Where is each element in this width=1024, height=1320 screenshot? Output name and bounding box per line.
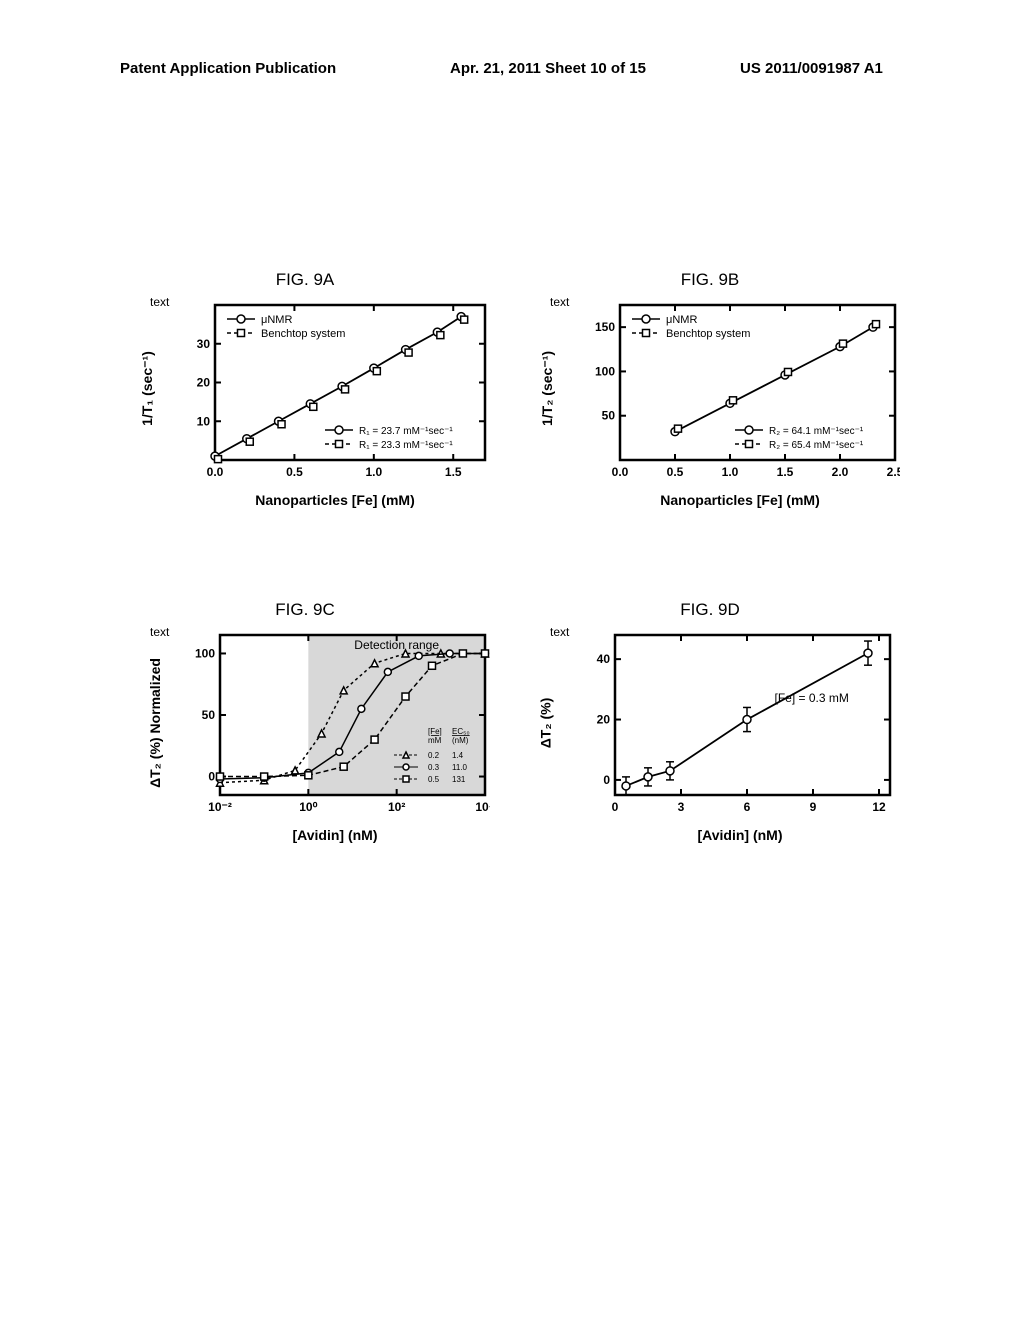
svg-text:mM: mM [428, 736, 442, 745]
svg-text:0: 0 [603, 773, 610, 787]
xlabel-b: Nanoparticles [Fe] (mM) [580, 492, 900, 508]
text-label-d: text [550, 625, 569, 639]
xlabel-c: [Avidin] (nM) [180, 827, 490, 843]
ylabel-b: 1/T₂ (sec⁻¹) [539, 351, 556, 426]
svg-text:Benchtop system: Benchtop system [666, 328, 750, 340]
panel-title-b: FIG. 9B [520, 270, 900, 290]
svg-text:0: 0 [208, 770, 215, 784]
svg-text:150: 150 [595, 320, 615, 334]
header-right: US 2011/0091987 A1 [740, 60, 883, 77]
xlabel-a: Nanoparticles [Fe] (mM) [180, 492, 490, 508]
svg-text:μNMR: μNMR [261, 314, 292, 326]
ylabel-a: 1/T₁ (sec⁻¹) [139, 351, 156, 426]
svg-text:12: 12 [872, 800, 886, 814]
text-label-b: text [550, 295, 569, 309]
svg-text:0.5: 0.5 [428, 775, 440, 784]
svg-text:μNMR: μNMR [666, 314, 697, 326]
svg-text:40: 40 [597, 652, 611, 666]
svg-text:0.5: 0.5 [286, 465, 303, 479]
svg-text:1.0: 1.0 [722, 465, 739, 479]
svg-text:R₁ = 23.3 mM⁻¹sec⁻¹: R₁ = 23.3 mM⁻¹sec⁻¹ [359, 440, 453, 451]
svg-text:Benchtop system: Benchtop system [261, 328, 345, 340]
panel-title-c: FIG. 9C [120, 600, 490, 620]
svg-text:0.3: 0.3 [428, 763, 440, 772]
svg-text:(nM): (nM) [452, 736, 469, 745]
ylabel-d: ΔT₂ (%) [537, 698, 553, 749]
text-label-c: text [150, 625, 169, 639]
svg-text:0.2: 0.2 [428, 751, 440, 760]
svg-text:3: 3 [678, 800, 685, 814]
svg-text:50: 50 [202, 708, 216, 722]
svg-text:R₂ = 64.1 mM⁻¹sec⁻¹: R₂ = 64.1 mM⁻¹sec⁻¹ [769, 426, 864, 437]
svg-text:1.5: 1.5 [777, 465, 794, 479]
svg-text:10⁴: 10⁴ [475, 800, 490, 814]
svg-text:0.5: 0.5 [667, 465, 684, 479]
text-label-a: text [150, 295, 169, 309]
svg-text:[Fe]: [Fe] [428, 727, 442, 736]
chart-b: 0.0 0.5 1.0 1.5 2.0 2.5 50 100 150 μNMR Benchtop s… [580, 295, 900, 490]
svg-text:9: 9 [810, 800, 817, 814]
svg-text:R₁ = 23.7 mM⁻¹sec⁻¹: R₁ = 23.7 mM⁻¹sec⁻¹ [359, 426, 453, 437]
chart-c: Detection range10⁻²10⁰10²10⁴050100[Fe]mM… [180, 625, 490, 825]
ylabel-c: ΔT₂ (%) Normalized [147, 658, 163, 788]
svg-text:1.0: 1.0 [365, 465, 382, 479]
panel-title-a: FIG. 9A [120, 270, 490, 290]
svg-text:0: 0 [612, 800, 619, 814]
header-left: Patent Application Publication [120, 60, 336, 77]
svg-text:EC₅₀: EC₅₀ [452, 727, 470, 736]
svg-text:131: 131 [452, 775, 466, 784]
svg-text:2.5: 2.5 [887, 465, 900, 479]
xlabel-d: [Avidin] (nM) [580, 827, 900, 843]
svg-text:10: 10 [197, 414, 211, 428]
svg-text:6: 6 [744, 800, 751, 814]
svg-text:50: 50 [602, 409, 616, 423]
chart-d: 0 3 6 9 12 0 20 40 [Fe] = 0.3 mM [580, 625, 900, 825]
svg-text:10⁻²: 10⁻² [208, 800, 232, 814]
svg-text:11.0: 11.0 [452, 763, 468, 772]
svg-text:[Fe] = 0.3 mM: [Fe] = 0.3 mM [775, 691, 849, 705]
svg-text:100: 100 [595, 364, 615, 378]
svg-text:1.5: 1.5 [445, 465, 462, 479]
svg-text:0.0: 0.0 [207, 465, 224, 479]
chart-a: 0.0 0.5 1.0 1.5 10 20 30 μNMR Benchtop system R₁ … [180, 295, 490, 490]
svg-text:R₂ = 65.4 mM⁻¹sec⁻¹: R₂ = 65.4 mM⁻¹sec⁻¹ [769, 440, 864, 451]
svg-text:20: 20 [197, 376, 211, 390]
svg-text:100: 100 [195, 646, 215, 660]
svg-text:2.0: 2.0 [832, 465, 849, 479]
header-center: Apr. 21, 2011 Sheet 10 of 15 [450, 60, 646, 77]
svg-text:10²: 10² [388, 800, 405, 814]
svg-text:30: 30 [197, 337, 211, 351]
svg-text:20: 20 [597, 713, 611, 727]
svg-text:0.0: 0.0 [612, 465, 629, 479]
svg-text:10⁰: 10⁰ [299, 800, 317, 814]
panel-title-d: FIG. 9D [520, 600, 900, 620]
svg-text:1.4: 1.4 [452, 751, 464, 760]
